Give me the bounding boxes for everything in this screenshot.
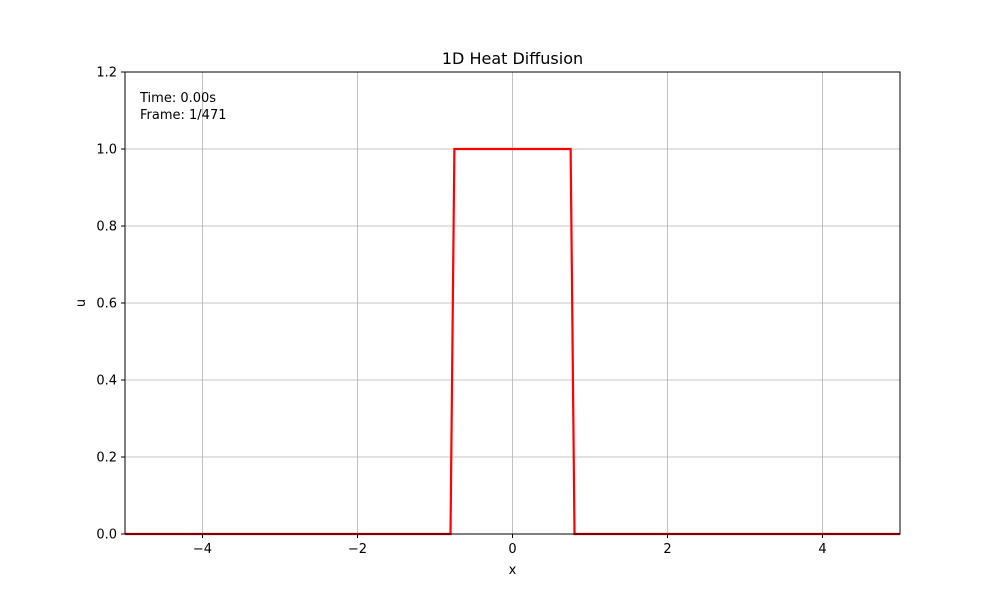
y-tick-label: 0.0 [96, 528, 117, 543]
y-tick-label: 1.0 [96, 143, 117, 158]
time-annotation: Time: 0.00s [139, 91, 216, 106]
y-axis-label: u [74, 299, 89, 307]
y-tick-label: 0.6 [96, 297, 117, 312]
x-tick-label: 4 [818, 542, 826, 557]
y-tick-label: 0.2 [96, 451, 117, 466]
x-tick-label: 2 [663, 542, 671, 557]
y-tick-label: 0.8 [96, 220, 117, 235]
x-tick-label: −4 [193, 542, 212, 557]
x-tick-label: −2 [348, 542, 367, 557]
x-axis-label: x [509, 563, 517, 578]
y-tick-label: 0.4 [96, 374, 117, 389]
y-tick-label: 1.2 [96, 66, 117, 81]
chart-title: 1D Heat Diffusion [442, 49, 583, 68]
frame-annotation: Frame: 1/471 [140, 108, 226, 123]
x-axis-ticks: −4 −2 0 2 4 [193, 534, 827, 557]
y-axis-ticks: 0.0 0.2 0.4 0.6 0.8 1.0 1.2 [96, 66, 125, 543]
x-tick-label: 0 [508, 542, 516, 557]
